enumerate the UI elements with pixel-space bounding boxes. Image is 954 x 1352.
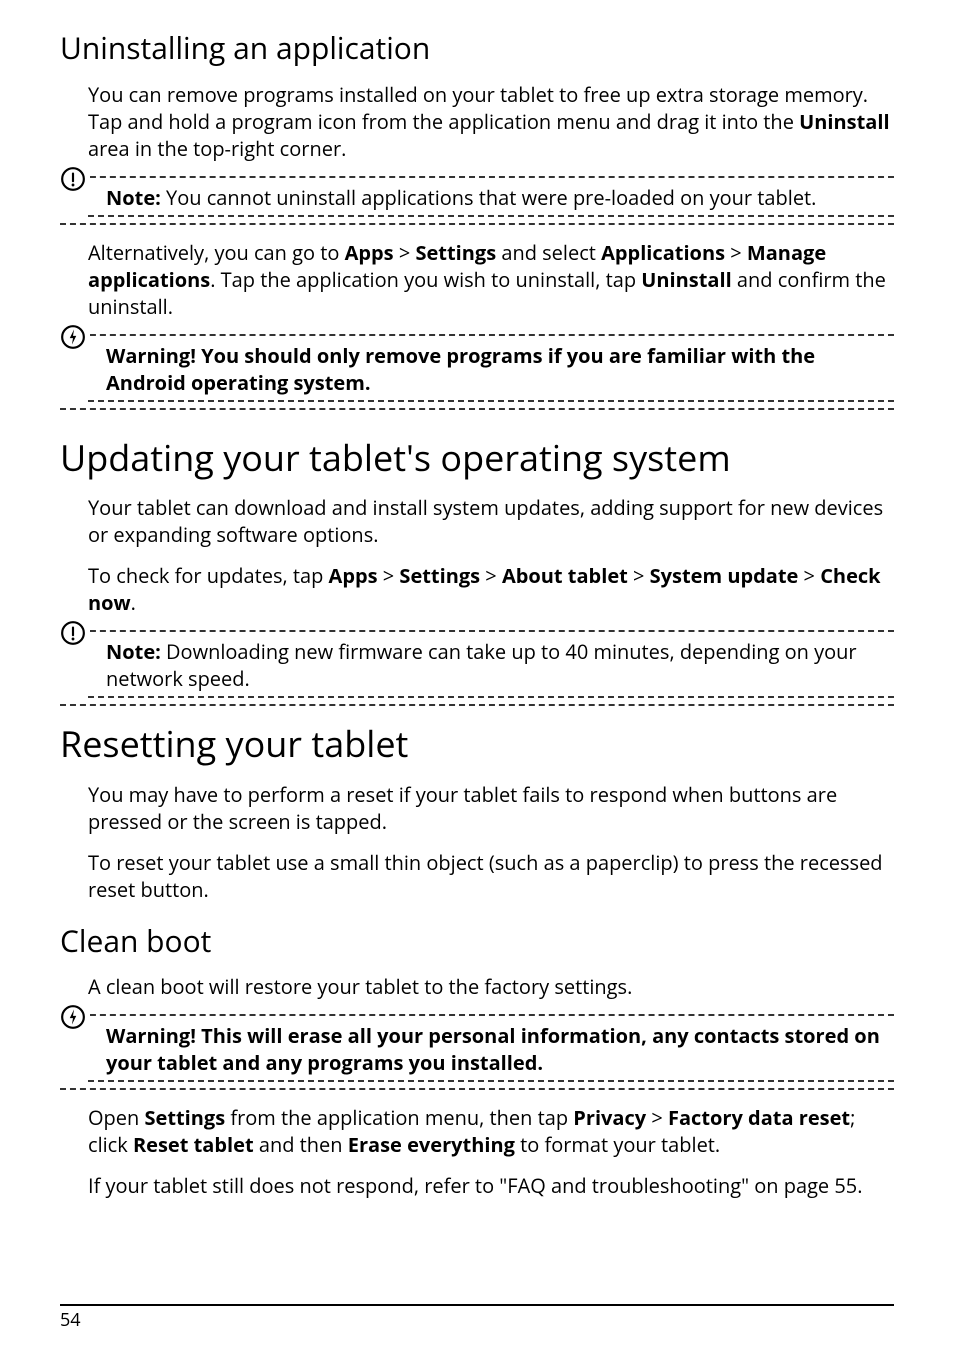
heading-uninstall: Uninstalling an application (60, 28, 894, 69)
lightning-icon (60, 324, 90, 350)
info-icon (60, 620, 90, 646)
page-number: 54 (60, 1306, 894, 1332)
text: . Tap the application you wish to uninst… (210, 266, 641, 293)
cleanboot-paragraph-1: A clean boot will restore your tablet to… (88, 973, 894, 1000)
page-container: Uninstalling an application You can remo… (0, 0, 954, 1352)
page-footer: 54 (60, 1304, 894, 1332)
cleanboot-paragraph-3: If your tablet still does not respond, r… (88, 1172, 894, 1199)
text-bold: Settings (399, 562, 480, 589)
text: area in the top-right corner. (88, 135, 346, 162)
note-label: Note: (106, 184, 161, 211)
note-callout-uninstall: Note: You cannot uninstall applications … (60, 176, 894, 225)
heading-updating: Updating your tablet's operating system (60, 434, 894, 483)
heading-cleanboot: Clean boot (60, 921, 894, 962)
resetting-paragraph-1: You may have to perform a reset if your … (88, 781, 894, 835)
text: > (628, 562, 650, 589)
warning-callout-cleanboot: Warning! This will erase all your person… (60, 1014, 894, 1090)
note-text: Downloading new firmware can take up to … (106, 638, 857, 692)
text: > (725, 239, 747, 266)
warning-text: Warning! This will erase all your person… (106, 1022, 880, 1076)
text: > (378, 562, 400, 589)
text-bold: Settings (144, 1104, 225, 1131)
note-label: Note: (106, 638, 161, 665)
resetting-paragraph-2: To reset your tablet use a small thin ob… (88, 849, 894, 903)
text-bold: About tablet (502, 562, 628, 589)
text: . (131, 589, 136, 616)
heading-resetting: Resetting your tablet (60, 720, 894, 769)
text: To check for updates, tap (88, 562, 329, 589)
note-text: You cannot uninstall applications that w… (161, 184, 817, 211)
text: and select (496, 239, 601, 266)
note-callout-updating: Note: Downloading new firmware can take … (60, 630, 894, 706)
text-bold: System update (650, 562, 799, 589)
text-bold: Uninstall (799, 108, 889, 135)
info-icon (60, 166, 90, 192)
text: > (646, 1104, 668, 1131)
text: from the application menu, then tap (225, 1104, 573, 1131)
text-bold: Settings (415, 239, 496, 266)
text: to format your tablet. (515, 1131, 720, 1158)
text: > (394, 239, 416, 266)
text: You can remove programs installed on you… (88, 81, 868, 135)
lightning-icon (60, 1004, 90, 1030)
text-bold: Apps (329, 562, 378, 589)
text: and then (254, 1131, 348, 1158)
text: Open (88, 1104, 144, 1131)
text-bold: Erase everything (348, 1131, 515, 1158)
text: > (798, 562, 820, 589)
text-bold: Applications (601, 239, 725, 266)
text: Alternatively, you can go to (88, 239, 345, 266)
warning-text: Warning! You should only remove programs… (106, 342, 815, 396)
text-bold: Reset tablet (133, 1131, 254, 1158)
cleanboot-paragraph-2: Open Settings from the application menu,… (88, 1104, 894, 1158)
updating-paragraph-2: To check for updates, tap Apps > Setting… (88, 562, 894, 616)
text: > (480, 562, 502, 589)
uninstall-paragraph-2: Alternatively, you can go to Apps > Sett… (88, 239, 894, 320)
text-bold: Uninstall (641, 266, 731, 293)
text-bold: Apps (345, 239, 394, 266)
text-bold: Factory data reset (668, 1104, 850, 1131)
updating-paragraph-1: Your tablet can download and install sys… (88, 494, 894, 548)
text-bold: Privacy (573, 1104, 646, 1131)
uninstall-paragraph-1: You can remove programs installed on you… (88, 81, 894, 162)
warning-callout-uninstall: Warning! You should only remove programs… (60, 334, 894, 410)
